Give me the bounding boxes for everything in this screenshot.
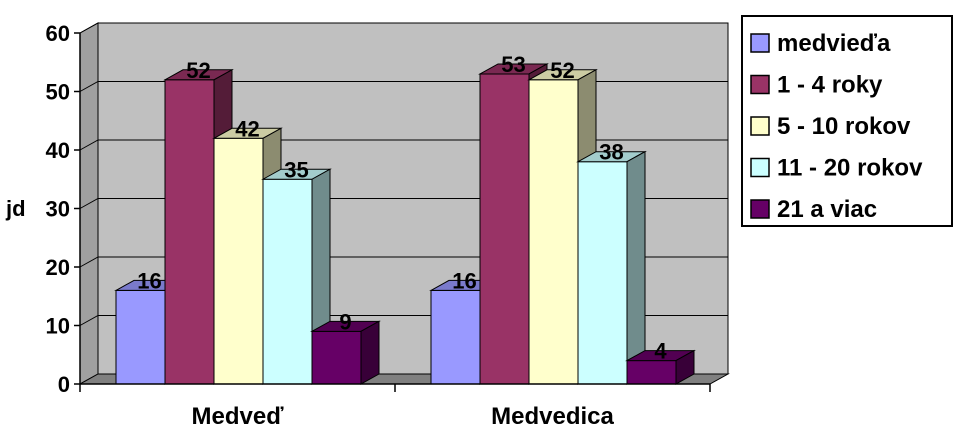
data-label: 42 — [235, 116, 259, 141]
data-label: 53 — [501, 52, 525, 77]
y-axis-label: jd — [5, 196, 26, 221]
bar — [310, 320, 381, 385]
x-category-label: Medveď — [192, 403, 285, 430]
bar-side — [626, 150, 646, 385]
bar-side — [675, 349, 695, 385]
legend-swatch — [750, 116, 770, 136]
legend-frame — [741, 15, 953, 227]
data-label: 16 — [452, 268, 476, 293]
y-tick-label: 10 — [46, 314, 70, 339]
gridline — [79, 22, 728, 34]
bar — [625, 349, 696, 385]
bar-front — [626, 360, 677, 385]
legend: medvieďa 1 - 4 roky 5 - 10 rokov 11 - 20 ro… — [741, 15, 953, 227]
bars — [114, 63, 696, 385]
bar-front — [262, 178, 313, 385]
bar-side — [360, 320, 380, 385]
legend-label: 11 - 20 rokov — [777, 155, 923, 182]
y-tick-label: 50 — [46, 80, 70, 105]
bar-front — [430, 289, 481, 385]
data-label: 16 — [137, 268, 161, 293]
bar-front — [213, 137, 264, 385]
legend-swatch — [750, 199, 770, 219]
bar-front — [164, 79, 215, 385]
y-tick-label: 40 — [46, 138, 70, 163]
bar-front — [311, 330, 362, 385]
y-tick-label: 0 — [58, 372, 70, 397]
bar — [576, 150, 647, 385]
data-label: 38 — [599, 140, 623, 165]
data-label: 52 — [550, 58, 574, 83]
legend-swatch — [750, 74, 770, 95]
legend-label: medvieďa — [777, 30, 891, 57]
legend-label: 5 - 10 rokov — [777, 113, 911, 140]
legend-label: 21 a viac — [777, 196, 877, 223]
bar-front — [528, 79, 579, 385]
legend-label: 1 - 4 roky — [777, 72, 883, 99]
axes: 0 10 20 30 40 50 60 Medveď Medvedica — [46, 21, 711, 430]
bar-front — [577, 161, 628, 385]
bar — [261, 168, 332, 385]
y-tick-label: 60 — [46, 21, 70, 46]
bar-front — [479, 73, 530, 385]
data-labels: 16 52 42 35 9 16 53 52 38 4 — [137, 52, 667, 364]
data-label: 9 — [339, 309, 351, 334]
data-label: 52 — [186, 58, 210, 83]
bar-front — [115, 289, 166, 385]
y-tick-label: 30 — [46, 197, 70, 222]
legend-swatch — [750, 157, 770, 178]
data-label: 4 — [654, 339, 667, 364]
y-tick-label: 20 — [46, 255, 70, 280]
data-label: 35 — [284, 157, 308, 182]
legend-swatch — [750, 33, 770, 53]
x-category-label: Medvedica — [491, 403, 614, 430]
